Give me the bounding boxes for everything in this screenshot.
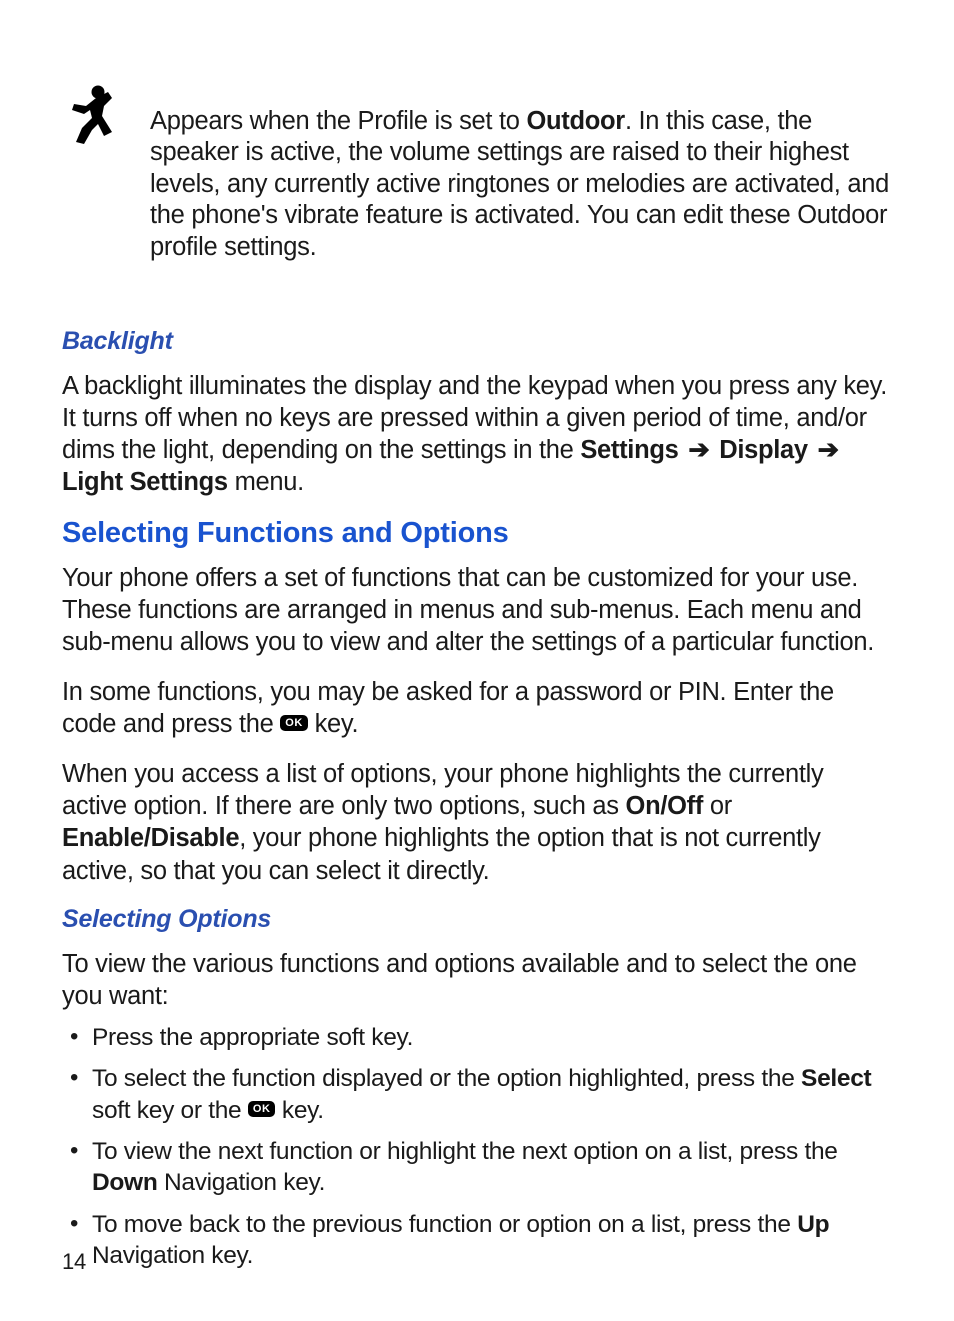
ok-key-icon: OK [248,1101,276,1117]
selecting-para1: Your phone offers a set of functions tha… [62,562,892,658]
enable-disable-bold: Enable/Disable [62,824,239,852]
selecting-options-heading: Selecting Options [62,905,892,934]
options-list: Press the appropriate soft key. To selec… [62,1022,892,1272]
backlight-paragraph: A backlight illuminates the display and … [62,370,892,499]
option-item-2-a: To select the function displayed or the … [92,1065,801,1092]
option-item-3-c: Navigation key. [157,1169,325,1196]
selecting-para2: In some functions, you may be asked for … [62,676,892,740]
selecting-para2-prefix: In some functions, you may be asked for … [62,678,834,738]
backlight-heading: Backlight [62,327,892,356]
outdoor-icon [62,84,122,151]
option-item-1-text: Press the appropriate soft key. [92,1024,413,1051]
arrow-icon: ➔ [815,434,842,466]
outdoor-bold: Outdoor [526,107,624,135]
ok-key-icon: OK [280,715,308,731]
on-off-bold: On/Off [626,792,704,820]
option-item-2-c: soft key or the [92,1097,248,1124]
outdoor-description: Appears when the Profile is set to Outdo… [150,106,892,264]
outdoor-text-prefix: Appears when the Profile is set to [150,107,526,135]
options-intro: To view the various functions and option… [62,948,892,1012]
select-softkey-bold: Select [801,1065,871,1092]
option-item-4-c: Navigation key. [92,1242,253,1269]
option-item-1: Press the appropriate soft key. [68,1022,892,1053]
menu-path-light-settings: Light Settings [62,468,228,496]
down-nav-bold: Down [92,1169,157,1196]
backlight-suffix: menu. [228,468,304,496]
selecting-para3-mid: or [703,792,732,820]
page-number: 14 [62,1249,86,1275]
arrow-icon: ➔ [685,434,712,466]
menu-path-display: Display [719,436,808,464]
up-nav-bold: Up [797,1211,829,1238]
option-item-3: To view the next function or highlight t… [68,1136,892,1199]
manual-page: Appears when the Profile is set to Outdo… [0,0,954,1321]
outdoor-profile-row: Appears when the Profile is set to Outdo… [62,80,892,289]
menu-path-settings: Settings [580,436,678,464]
selecting-para3: When you access a list of options, your … [62,758,892,887]
option-item-4-a: To move back to the previous function or… [92,1211,797,1238]
option-item-3-a: To view the next function or highlight t… [92,1138,838,1165]
option-item-2-d: key. [275,1097,323,1124]
option-item-4: To move back to the previous function or… [68,1209,892,1272]
selecting-para2-suffix: key. [308,710,358,738]
option-item-2: To select the function displayed or the … [68,1063,892,1126]
selecting-functions-heading: Selecting Functions and Options [62,517,892,550]
